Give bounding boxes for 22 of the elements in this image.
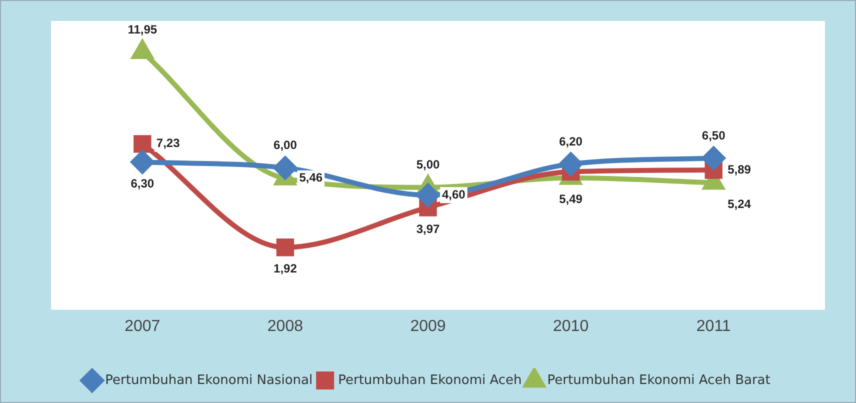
legend-label: Pertumbuhan Ekonomi Aceh Barat — [547, 372, 770, 388]
x-tick-label: 2010 — [553, 318, 589, 335]
data-label: 5,46 — [299, 170, 323, 185]
data-label: 6,50 — [702, 128, 726, 142]
data-label: 7,23 — [156, 136, 180, 150]
data-label: 3,97 — [416, 222, 440, 236]
data-label: 5,49 — [559, 192, 583, 206]
x-tick-label: 2008 — [267, 318, 304, 335]
data-label: 6,00 — [274, 138, 298, 152]
data-label: 1,92 — [274, 262, 298, 276]
legend-label: Pertumbuhan Ekonomi Nasional — [105, 372, 313, 388]
x-tick-label: 2011 — [696, 318, 731, 335]
data-label: 5,24 — [728, 197, 752, 212]
x-tick-label: 2009 — [410, 318, 446, 335]
legend-label: Pertumbuhan Ekonomi Aceh — [338, 372, 522, 388]
data-label: 5,00 — [416, 158, 440, 172]
x-tick-label: 2007 — [124, 318, 160, 335]
data-label: 4,60 — [442, 187, 466, 202]
data-label: 11,95 — [128, 22, 158, 36]
data-label: 6,20 — [559, 134, 583, 148]
data-label: 6,30 — [130, 176, 154, 190]
data-label: 5,89 — [728, 162, 752, 176]
